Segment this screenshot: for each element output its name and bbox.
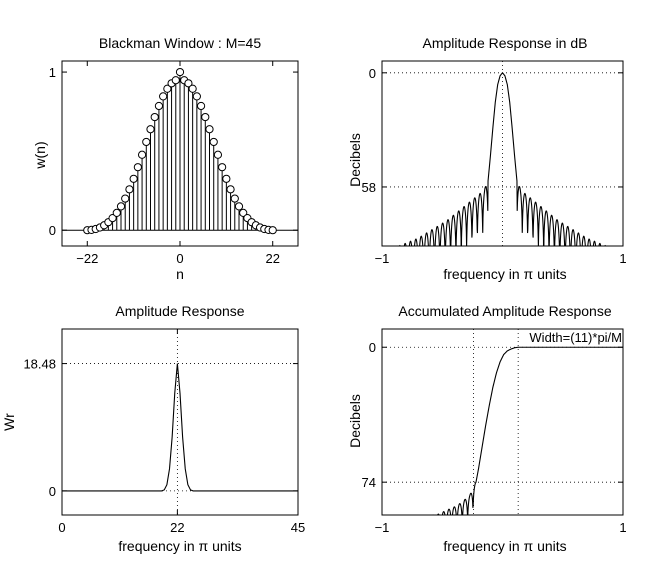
stem-marker xyxy=(116,202,126,211)
y-tick-label: 0 xyxy=(369,66,376,81)
panel-3-ylabel: Wr xyxy=(1,413,17,431)
stem-marker xyxy=(196,101,206,111)
stem-marker xyxy=(108,213,117,223)
stem-marker xyxy=(213,150,223,159)
panel-1-axes: −22 0 22 0 1 xyxy=(49,60,299,266)
panel-3-curve xyxy=(62,329,298,515)
stem-marker xyxy=(112,208,121,217)
x-tick-label: 22 xyxy=(265,251,279,266)
panel-4-frame xyxy=(381,328,624,516)
panel-3-xlabel: frequency in π units xyxy=(118,538,241,554)
panel-2-axes: −1 1 0 58 xyxy=(362,60,627,266)
panel-3-axes: 0 22 45 0 18.48 xyxy=(23,328,305,535)
panel-4-curve xyxy=(382,329,623,515)
stem-marker xyxy=(150,112,159,122)
stem-marker xyxy=(230,194,239,203)
panel-4-ylabel: Decibels xyxy=(347,394,363,448)
stem-marker xyxy=(146,125,155,134)
panel-2-ylabel: Decibels xyxy=(347,133,363,187)
stem-marker xyxy=(142,137,151,147)
panel-2-xlabel: frequency in π units xyxy=(443,266,566,282)
stem-marker xyxy=(226,185,235,194)
stem-marker xyxy=(121,194,130,203)
panel-amplitude-response-db: Amplitude Response in dB Decibels freque… xyxy=(347,35,627,282)
stem-marker xyxy=(218,163,227,172)
stem-marker xyxy=(268,226,277,235)
y-tick-label: 18.48 xyxy=(23,357,56,372)
stem-marker xyxy=(171,76,180,85)
x-tick-label: 45 xyxy=(291,520,305,535)
panel-accumulated-response: Accumulated Amplitude Response Decibels … xyxy=(347,303,627,554)
panel-amplitude-response: Amplitude Response Wr frequency in π uni… xyxy=(1,303,305,554)
x-tick-label: 0 xyxy=(58,520,65,535)
stem-marker xyxy=(154,101,164,111)
x-tick-label: −1 xyxy=(375,520,390,535)
x-tick-label: 0 xyxy=(176,251,183,266)
stem-marker xyxy=(137,150,147,159)
panel-4-xlabel: frequency in π units xyxy=(443,538,566,554)
stem-marker xyxy=(125,185,134,194)
stem-marker xyxy=(188,84,197,93)
stem-marker xyxy=(205,125,214,134)
panel-1-ylabel: w(n) xyxy=(32,141,48,169)
panel-1-stems xyxy=(62,67,298,235)
panel-4-title: Accumulated Amplitude Response xyxy=(398,303,611,319)
stem-marker xyxy=(133,163,142,172)
x-tick-label: −1 xyxy=(375,251,390,266)
stem-marker xyxy=(129,174,138,183)
y-tick-label: 58 xyxy=(362,180,376,195)
stem-marker xyxy=(163,84,172,93)
panel-4-annotation: Width=(11)*pi/M xyxy=(529,330,622,345)
db-response-curve xyxy=(393,71,612,246)
stem-marker xyxy=(192,92,201,101)
x-tick-label: −22 xyxy=(76,251,98,266)
x-tick-label: 1 xyxy=(619,520,626,535)
x-tick-label: 1 xyxy=(619,251,626,266)
y-tick-label: 74 xyxy=(362,475,376,490)
stem-marker xyxy=(234,202,244,211)
y-tick-label: 0 xyxy=(49,223,56,238)
y-tick-label: 1 xyxy=(49,65,56,80)
panel-2-curve xyxy=(382,61,623,246)
panel-2-title: Amplitude Response in dB xyxy=(423,35,588,51)
accumulated-response-curve xyxy=(432,346,623,515)
stem-marker xyxy=(222,174,231,183)
y-tick-label: 0 xyxy=(369,340,376,355)
stem-marker xyxy=(209,137,218,147)
panel-3-title: Amplitude Response xyxy=(115,303,244,319)
panel-2-frame xyxy=(381,60,624,247)
amplitude-response-curve xyxy=(62,363,298,492)
stem-marker xyxy=(239,208,248,217)
panel-blackman-window: Blackman Window : M=45 w(n) n −22 0 22 0 1 xyxy=(32,35,299,282)
panel-1-xlabel: n xyxy=(176,266,184,282)
x-tick-label: 22 xyxy=(170,520,184,535)
panel-4-axes: −1 1 0 74 xyxy=(362,328,627,535)
stem-marker xyxy=(184,79,193,88)
stem-marker xyxy=(159,92,168,101)
stem-marker xyxy=(201,112,210,122)
panel-1-title: Blackman Window : M=45 xyxy=(99,35,261,51)
panel-3-frame xyxy=(61,328,299,516)
y-tick-label: 0 xyxy=(49,484,56,499)
stem-marker xyxy=(175,67,185,77)
